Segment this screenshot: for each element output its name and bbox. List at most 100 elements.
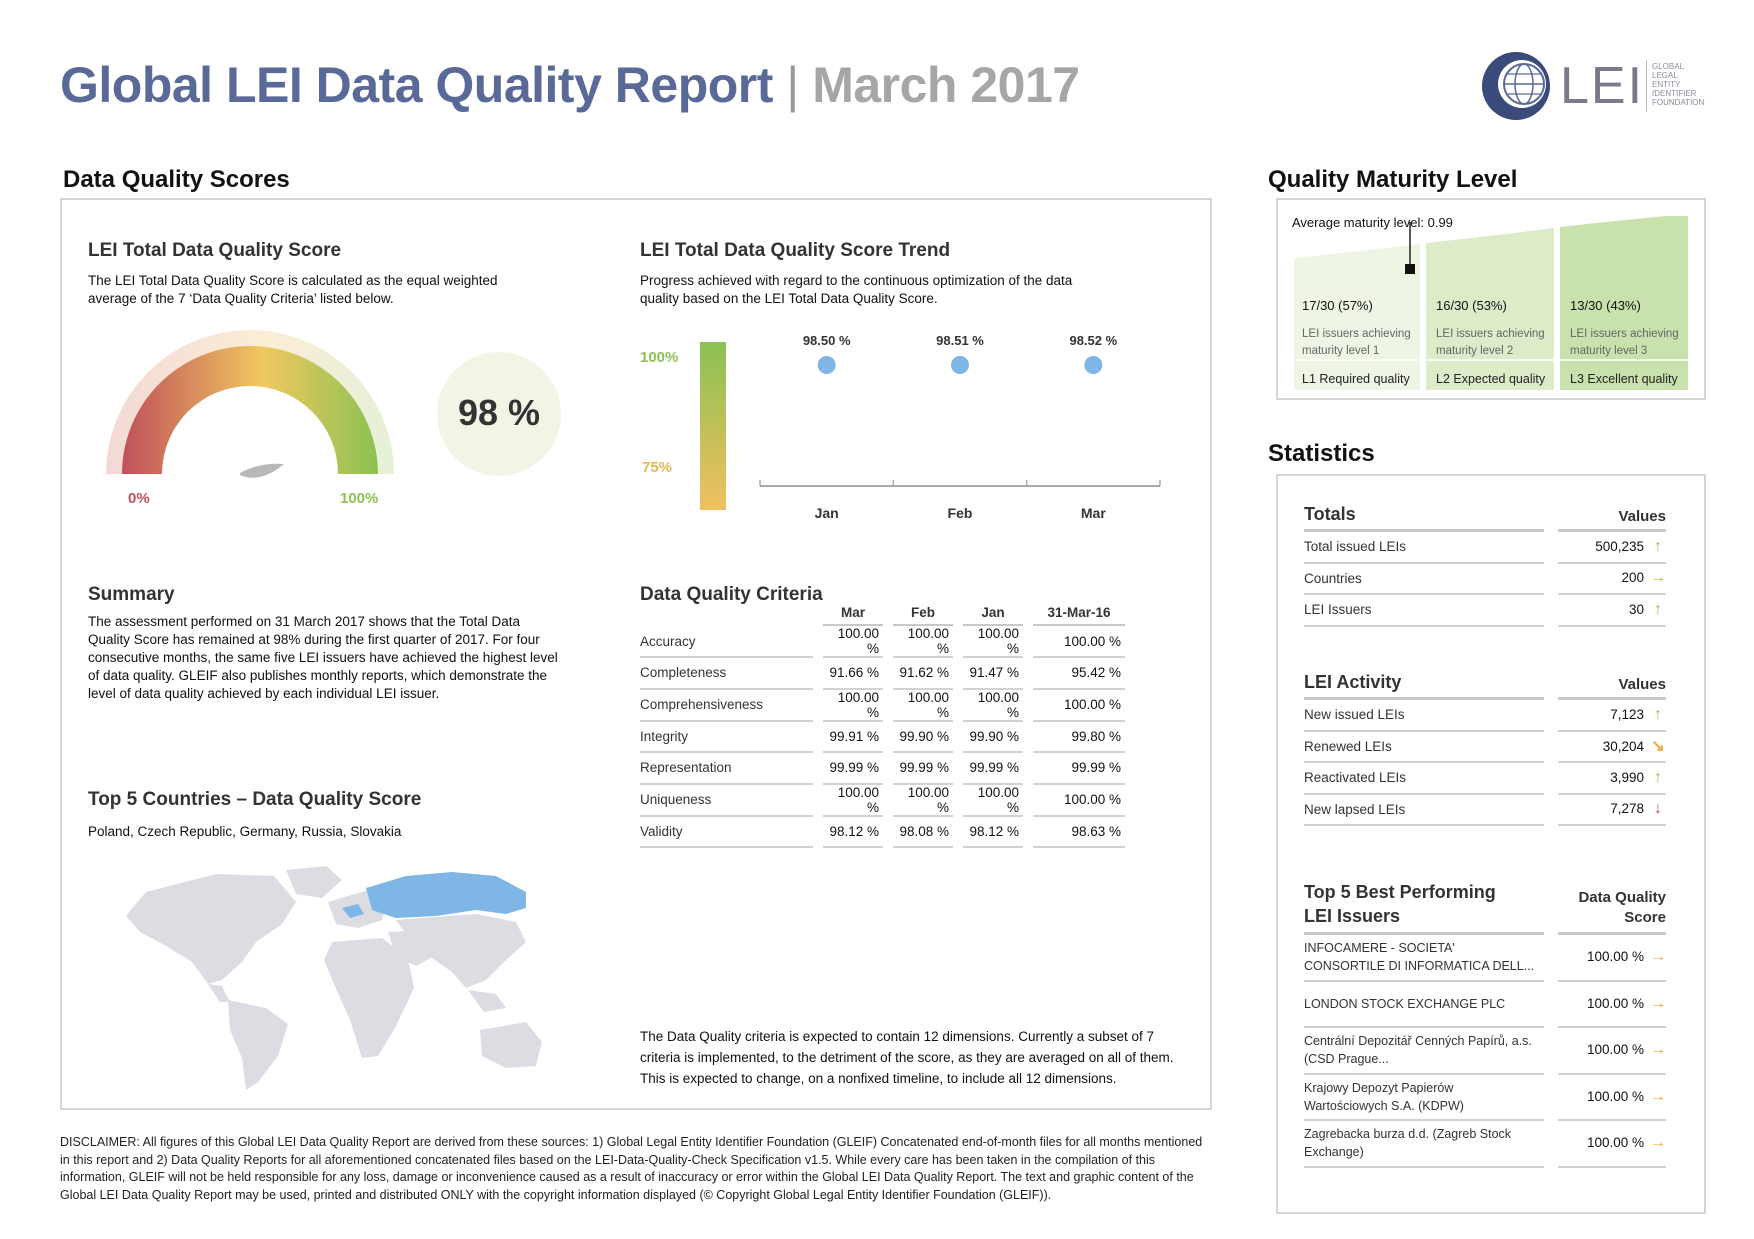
- criteria-value: 95.42 %: [1033, 658, 1125, 690]
- stat-value: 7,278: [1610, 801, 1644, 817]
- stat-value: 100.00 %: [1586, 949, 1644, 965]
- summary-title: Summary: [88, 584, 175, 605]
- criteria-value: 99.90 %: [893, 722, 953, 753]
- stat-row: LEI Issuers 30 ↑: [1304, 595, 1666, 627]
- criteria-name: Completeness: [640, 658, 813, 690]
- totals-table: Totals Values Total issued LEIs 500,235 ↑ C…: [1290, 504, 1680, 627]
- data-point: [951, 356, 969, 374]
- gauge-max-label: 100%: [340, 490, 379, 507]
- stat-row: LONDON STOCK EXCHANGE PLC 100.00 % →: [1304, 982, 1666, 1028]
- stat-label: New issued LEIs: [1304, 700, 1544, 732]
- countries-list: Poland, Czech Republic, Germany, Russia,…: [88, 824, 402, 839]
- criteria-name-header: [640, 600, 813, 626]
- stat-value-cell: 7,123 ↑: [1558, 700, 1666, 732]
- stat-label: Centrální Depozitář Cenných Papírů, a.s.…: [1304, 1028, 1544, 1075]
- stat-value: 100.00 %: [1586, 995, 1644, 1011]
- criteria-col-header: Jan: [963, 600, 1023, 626]
- criteria-row: Representation 99.99 % 99.99 % 99.99 % 99.99…: [640, 753, 1125, 785]
- trend-right-arrow-icon: →: [1650, 948, 1666, 966]
- criteria-note: The Data Quality criteria is expected to…: [640, 1029, 1174, 1086]
- logo-side-text: GLOBAL LEGAL ENTITY IDENTIFIER FOUNDATIO…: [1652, 62, 1705, 107]
- issuer-name-line2: (CSD Prague...: [1304, 1052, 1389, 1067]
- x-tick-label: Jan: [815, 505, 839, 521]
- criteria-name: Accuracy: [640, 626, 813, 658]
- stat-value: 500,235: [1595, 538, 1644, 554]
- data-label: 98.50 %: [803, 333, 851, 348]
- stat-value-cell: 3,990 ↑: [1558, 763, 1666, 795]
- stat-value-cell: 100.00 % →: [1558, 1075, 1666, 1121]
- total-score-desc: The LEI Total Data Quality Score is calc…: [88, 273, 498, 306]
- logo-divider: [1646, 60, 1647, 112]
- maturity-level-3-bg: [1560, 216, 1688, 390]
- trend-up-arrow-icon: ↑: [1654, 768, 1662, 786]
- criteria-value: 98.63 %: [1033, 817, 1125, 848]
- criteria-value: 91.66 %: [823, 658, 883, 690]
- totals-values-header: Values: [1558, 504, 1666, 532]
- criteria-name: Comprehensiveness: [640, 690, 813, 722]
- criteria-name: Uniqueness: [640, 785, 813, 817]
- issuer-name-line1: LONDON STOCK EXCHANGE PLC: [1304, 996, 1506, 1011]
- stat-value-cell: 100.00 % →: [1558, 982, 1666, 1028]
- criteria-value: 100.00 %: [963, 626, 1023, 658]
- scale-bottom-label: 75%: [642, 459, 672, 476]
- stat-value-cell: 30,204 ↘: [1558, 732, 1666, 763]
- maturity-count: 13/30 (43%): [1570, 298, 1641, 313]
- stat-value: 100.00 %: [1586, 1135, 1644, 1151]
- maturity-average: Average maturity level: 0.99: [1292, 215, 1453, 230]
- trend-down-arrow-icon: ↓: [1654, 800, 1662, 818]
- criteria-row: Uniqueness 100.00 % 100.00 % 100.00 % 100.00…: [640, 785, 1125, 817]
- gauge-arc: [122, 346, 378, 474]
- criteria-value: 99.99 %: [1033, 753, 1125, 785]
- total-score-value: 98 %: [457, 392, 541, 433]
- top5-header-line2: LEI Issuers: [1304, 906, 1401, 926]
- logo-text: LEI: [1560, 57, 1645, 115]
- data-point: [817, 356, 836, 374]
- issuer-name-line2: CONSORTILE DI INFORMATICA DELL...: [1304, 959, 1535, 974]
- criteria-value: 99.91 %: [823, 722, 883, 753]
- trend-right-arrow-icon: →: [1650, 569, 1666, 587]
- criteria-value: 91.62 %: [893, 658, 953, 690]
- issuer-name-line1: Centrální Depozitář Cenných Papírů, a.s.: [1304, 1034, 1532, 1049]
- criteria-col-header: Feb: [893, 600, 953, 626]
- criteria-row: Comprehensiveness 100.00 % 100.00 % 100.00 …: [640, 690, 1125, 722]
- maturity-count: 17/30 (57%): [1302, 298, 1373, 313]
- criteria-value: 100.00 %: [893, 690, 953, 722]
- maturity-panel: [1276, 198, 1706, 400]
- criteria-title: Data Quality Criteria: [640, 584, 823, 605]
- report-date: March 2017: [812, 57, 1080, 113]
- criteria-value: 100.00 %: [963, 690, 1023, 722]
- trend-right-arrow-icon: →: [1650, 1041, 1666, 1059]
- stat-row: New lapsed LEIs 7,278 ↓: [1304, 795, 1666, 826]
- total-score-title: LEI Total Data Quality Score: [88, 240, 342, 261]
- scores-panel: [60, 198, 1212, 1110]
- stat-row: New issued LEIs 7,123 ↑: [1304, 700, 1666, 732]
- maturity-level-1-bg: [1294, 244, 1420, 390]
- trend-right-arrow-icon: →: [1650, 994, 1666, 1012]
- map-australia: [480, 1022, 542, 1068]
- activity-values-header: Values: [1558, 672, 1666, 700]
- criteria-name: Integrity: [640, 722, 813, 753]
- stat-label: Renewed LEIs: [1304, 732, 1544, 763]
- criteria-value: 100.00 %: [893, 626, 953, 658]
- criteria-value: 99.99 %: [893, 753, 953, 785]
- stat-value: 100.00 %: [1586, 1088, 1644, 1104]
- maturity-level-name: L1 Required quality: [1302, 372, 1410, 386]
- activity-header: LEI Activity: [1304, 672, 1544, 700]
- activity-table: LEI Activity Values New issued LEIs 7,123…: [1290, 672, 1680, 826]
- maturity-desc: LEI issuers achieving maturity level 3: [1570, 328, 1679, 357]
- section-title-scores: Data Quality Scores: [63, 166, 290, 193]
- stat-value-cell: 100.00 % →: [1558, 1028, 1666, 1075]
- map-south-america: [228, 1000, 288, 1090]
- criteria-value: 100.00 %: [823, 690, 883, 722]
- stat-label: LEI Issuers: [1304, 595, 1544, 627]
- stat-label: Zagrebacka burza d.d. (Zagreb Stock Excha…: [1304, 1121, 1544, 1168]
- data-label: 98.52 %: [1069, 333, 1117, 348]
- report-title: Global LEI Data Quality Report | March 2…: [60, 56, 1080, 114]
- criteria-value: 100.00 %: [1033, 785, 1125, 817]
- criteria-row: Integrity 99.91 % 99.90 % 99.90 % 99.80 %: [640, 722, 1125, 753]
- stat-value: 200: [1621, 570, 1644, 586]
- stat-value-cell: 30 ↑: [1558, 595, 1666, 627]
- gauge-min-label: 0%: [128, 490, 150, 507]
- map-north-america: [126, 874, 296, 984]
- stat-label: New lapsed LEIs: [1304, 795, 1544, 826]
